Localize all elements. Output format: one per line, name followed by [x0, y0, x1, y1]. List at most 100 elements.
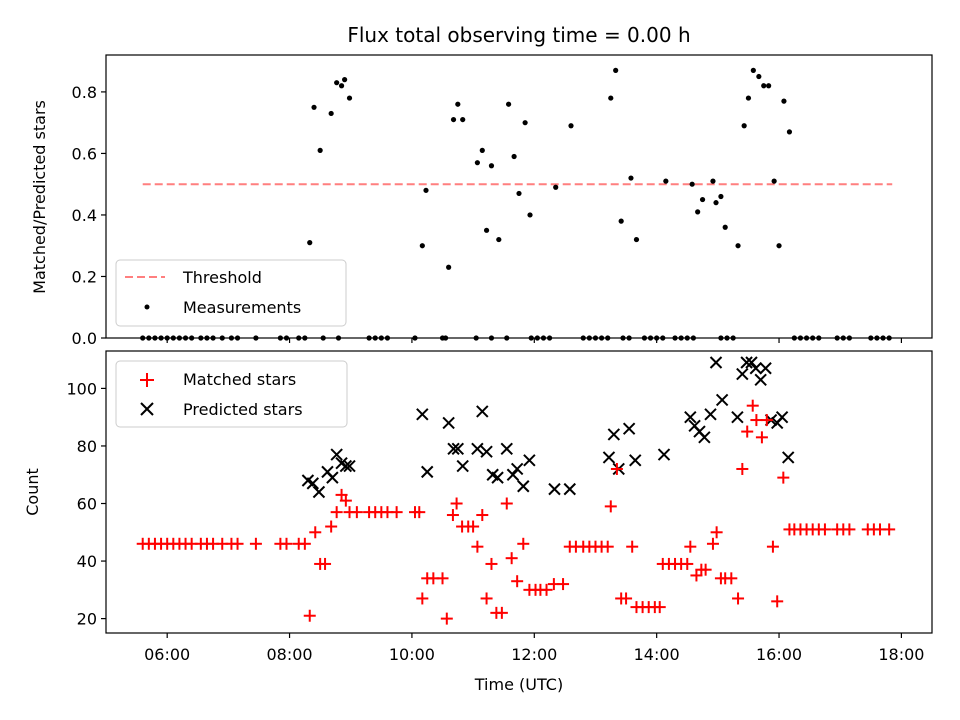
measurement-point	[516, 190, 522, 197]
matched-point	[771, 595, 784, 608]
legend-measurements-label: Measurements	[183, 298, 301, 317]
measurement-point	[718, 193, 724, 200]
matched-point	[450, 497, 463, 510]
measurement-point	[633, 236, 640, 243]
measurement-point	[771, 178, 777, 184]
predicted-point	[736, 367, 749, 381]
measurement-point	[460, 116, 466, 123]
matched-point	[610, 462, 623, 475]
measurement-point	[568, 123, 574, 129]
legend-predicted-swatch	[140, 402, 154, 416]
top-axes-frame	[105, 54, 933, 339]
predicted-point	[782, 451, 795, 464]
matched-point	[303, 609, 316, 622]
top-xticks	[166, 338, 903, 343]
bottom-legend: Matched stars Predicted stars	[115, 360, 348, 428]
predicted-point	[312, 485, 326, 499]
predicted-point	[548, 482, 561, 496]
measurement-point	[613, 67, 619, 73]
legend-matched-swatch	[140, 373, 154, 387]
predicted-point	[506, 468, 520, 481]
legend-predicted-label: Predicted stars	[183, 400, 303, 419]
measurement-point	[761, 83, 767, 89]
measurement-point	[505, 101, 512, 107]
bottom-x-tick-label: 16:00	[756, 645, 802, 664]
matched-point	[339, 494, 352, 507]
matched-point	[725, 572, 738, 585]
measurement-point	[334, 80, 340, 86]
measurement-point	[699, 196, 706, 203]
predicted-point	[754, 373, 767, 386]
matched-point	[777, 471, 790, 484]
matched-point	[517, 537, 530, 550]
top-y-tick-label: 0.2	[72, 267, 97, 286]
measurement-point	[663, 178, 669, 184]
matched-point	[249, 537, 262, 550]
predicted-point	[731, 410, 744, 424]
matched-point	[416, 592, 429, 605]
matched-point	[350, 506, 363, 519]
measurement-point	[474, 160, 480, 166]
matched-point	[485, 557, 498, 570]
measurement-point	[496, 236, 502, 243]
predicted-point	[775, 410, 789, 424]
matched-point	[446, 509, 459, 522]
matched-point	[330, 506, 343, 519]
measurement-point	[479, 147, 485, 153]
predicted-point	[476, 405, 489, 418]
matched-point	[231, 537, 244, 550]
matched-point	[280, 537, 293, 550]
top-legend-box	[115, 259, 347, 327]
measurement-point	[608, 95, 614, 101]
matched-point	[766, 540, 779, 553]
measurement-point	[307, 240, 313, 246]
measurement-point	[695, 209, 701, 215]
predicted-point	[343, 459, 356, 473]
predicted-point	[480, 445, 493, 458]
matched-point	[471, 540, 484, 553]
top-yticks: 0.0 0.2 0.4 0.6 0.8	[72, 83, 106, 348]
bottom-marks	[136, 356, 896, 625]
measurement-point	[419, 243, 425, 249]
measurement-point	[346, 95, 353, 101]
matched-point	[604, 500, 617, 513]
predicted-point	[622, 422, 636, 435]
measurement-point	[553, 184, 559, 190]
matched-point	[480, 592, 493, 605]
bottom-yticks: 20 40 60 80 100	[66, 379, 106, 629]
predicted-point	[447, 442, 460, 456]
predicted-point	[684, 410, 697, 424]
matched-point	[325, 520, 338, 533]
predicted-point	[698, 431, 711, 444]
matched-point	[500, 497, 513, 510]
predicted-point	[563, 482, 576, 496]
measurement-point	[342, 77, 348, 83]
matched-point	[755, 431, 768, 444]
matched-point	[540, 583, 553, 596]
bottom-x-tick-label: 18:00	[878, 645, 924, 664]
matched-point	[760, 414, 773, 427]
bottom-panel: 20 40 60 80 100 06:00 08:00 10:00 12:00 14:00 16:…	[23, 350, 933, 694]
matched-point	[319, 557, 332, 570]
top-y-tick-label: 0.4	[72, 206, 97, 225]
matched-point	[741, 425, 754, 438]
matched-point	[732, 592, 745, 605]
matched-point	[557, 578, 570, 591]
predicted-point	[715, 393, 729, 407]
predicted-point	[740, 356, 753, 369]
matched-point	[750, 414, 763, 427]
bottom-y-tick-label: 80	[77, 437, 97, 456]
bottom-y-tick-label: 20	[77, 610, 97, 629]
legend-threshold-label: Threshold	[182, 268, 262, 287]
matched-point	[684, 540, 697, 553]
measurement-point	[710, 178, 716, 184]
top-y-tick-label: 0.0	[72, 329, 97, 348]
predicted-point	[456, 459, 469, 473]
predicted-point	[330, 448, 343, 461]
measurement-point	[750, 67, 756, 73]
predicted-point	[517, 480, 530, 493]
measurement-point	[745, 95, 752, 101]
measurement-point	[317, 147, 323, 153]
matched-point	[620, 592, 633, 605]
